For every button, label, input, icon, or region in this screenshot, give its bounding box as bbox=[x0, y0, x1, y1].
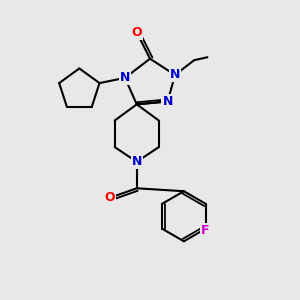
Text: F: F bbox=[201, 224, 210, 237]
Text: O: O bbox=[131, 26, 142, 39]
Text: N: N bbox=[170, 68, 180, 81]
Text: N: N bbox=[132, 155, 142, 168]
Text: N: N bbox=[163, 95, 173, 108]
Text: N: N bbox=[120, 71, 130, 84]
Text: O: O bbox=[104, 190, 115, 204]
